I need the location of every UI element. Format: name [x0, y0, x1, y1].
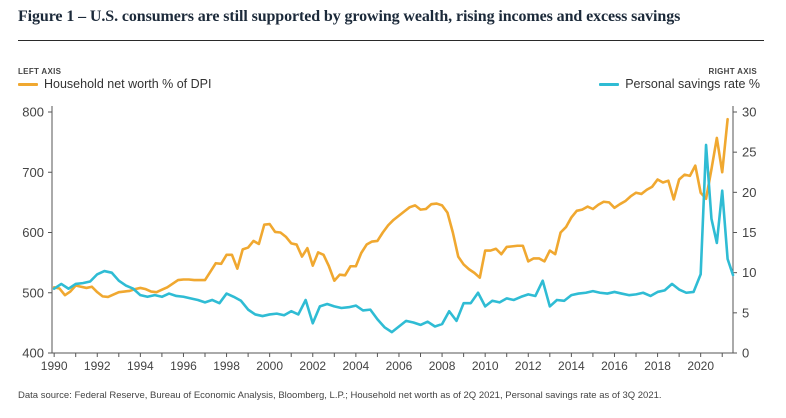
legend-savings: Personal savings rate %: [599, 77, 760, 91]
left-tick-label: 800: [22, 105, 44, 120]
x-tick-label: 2014: [558, 359, 585, 373]
left-tick-label: 700: [22, 165, 44, 180]
title-divider: [18, 40, 764, 41]
right-tick-label: 30: [742, 105, 756, 120]
x-tick-label: 2008: [429, 359, 456, 373]
chart-series: [52, 117, 735, 334]
x-tick-label: 1992: [84, 359, 111, 373]
networth-series-line: [52, 117, 729, 299]
x-tick-label: 1998: [213, 359, 240, 373]
left-axis-caption: LEFT AXIS: [18, 67, 62, 76]
right-tick-label: 25: [742, 145, 756, 160]
legend-savings-swatch: [599, 82, 620, 86]
right-tick-label: 15: [742, 225, 756, 240]
x-tick-label: 2004: [343, 359, 370, 373]
left-tick-label: 400: [22, 346, 44, 361]
left-tick-label: 600: [22, 225, 44, 240]
chart-axes: 400 500 600 700 800 0 5 10 15 20 25 30 1990 1992 1994 1…: [22, 105, 756, 374]
right-tick-label: 10: [742, 265, 756, 280]
data-source-note: Data source: Federal Reserve, Bureau of …: [18, 390, 662, 401]
legend-networth-swatch: [18, 82, 38, 86]
legend-networth-label: Household net worth % of DPI: [44, 77, 212, 91]
x-tick-label: 2012: [515, 359, 542, 373]
savings-series-line: [52, 143, 735, 334]
x-tick-label: 2020: [687, 359, 714, 373]
x-tick-label: 1996: [170, 359, 197, 373]
x-tick-label: 1994: [127, 359, 154, 373]
x-tick-label: 1990: [41, 359, 68, 373]
legend-savings-label: Personal savings rate %: [625, 77, 760, 91]
x-tick-label: 2006: [386, 359, 413, 373]
right-axis-caption: RIGHT AXIS: [708, 67, 757, 76]
right-tick-label: 20: [742, 185, 756, 200]
x-tick-label: 2018: [644, 359, 671, 373]
x-tick-label: 2016: [601, 359, 628, 373]
x-tick-label: 2000: [256, 359, 283, 373]
x-tick-label: 2010: [472, 359, 499, 373]
right-tick-label: 0: [742, 346, 749, 361]
figure-title: Figure 1 – U.S. consumers are still supp…: [18, 8, 681, 25]
x-tick-label: 2002: [299, 359, 326, 373]
left-tick-label: 500: [22, 285, 44, 300]
right-tick-label: 5: [742, 305, 749, 320]
legend-networth: Household net worth % of DPI: [18, 77, 211, 91]
